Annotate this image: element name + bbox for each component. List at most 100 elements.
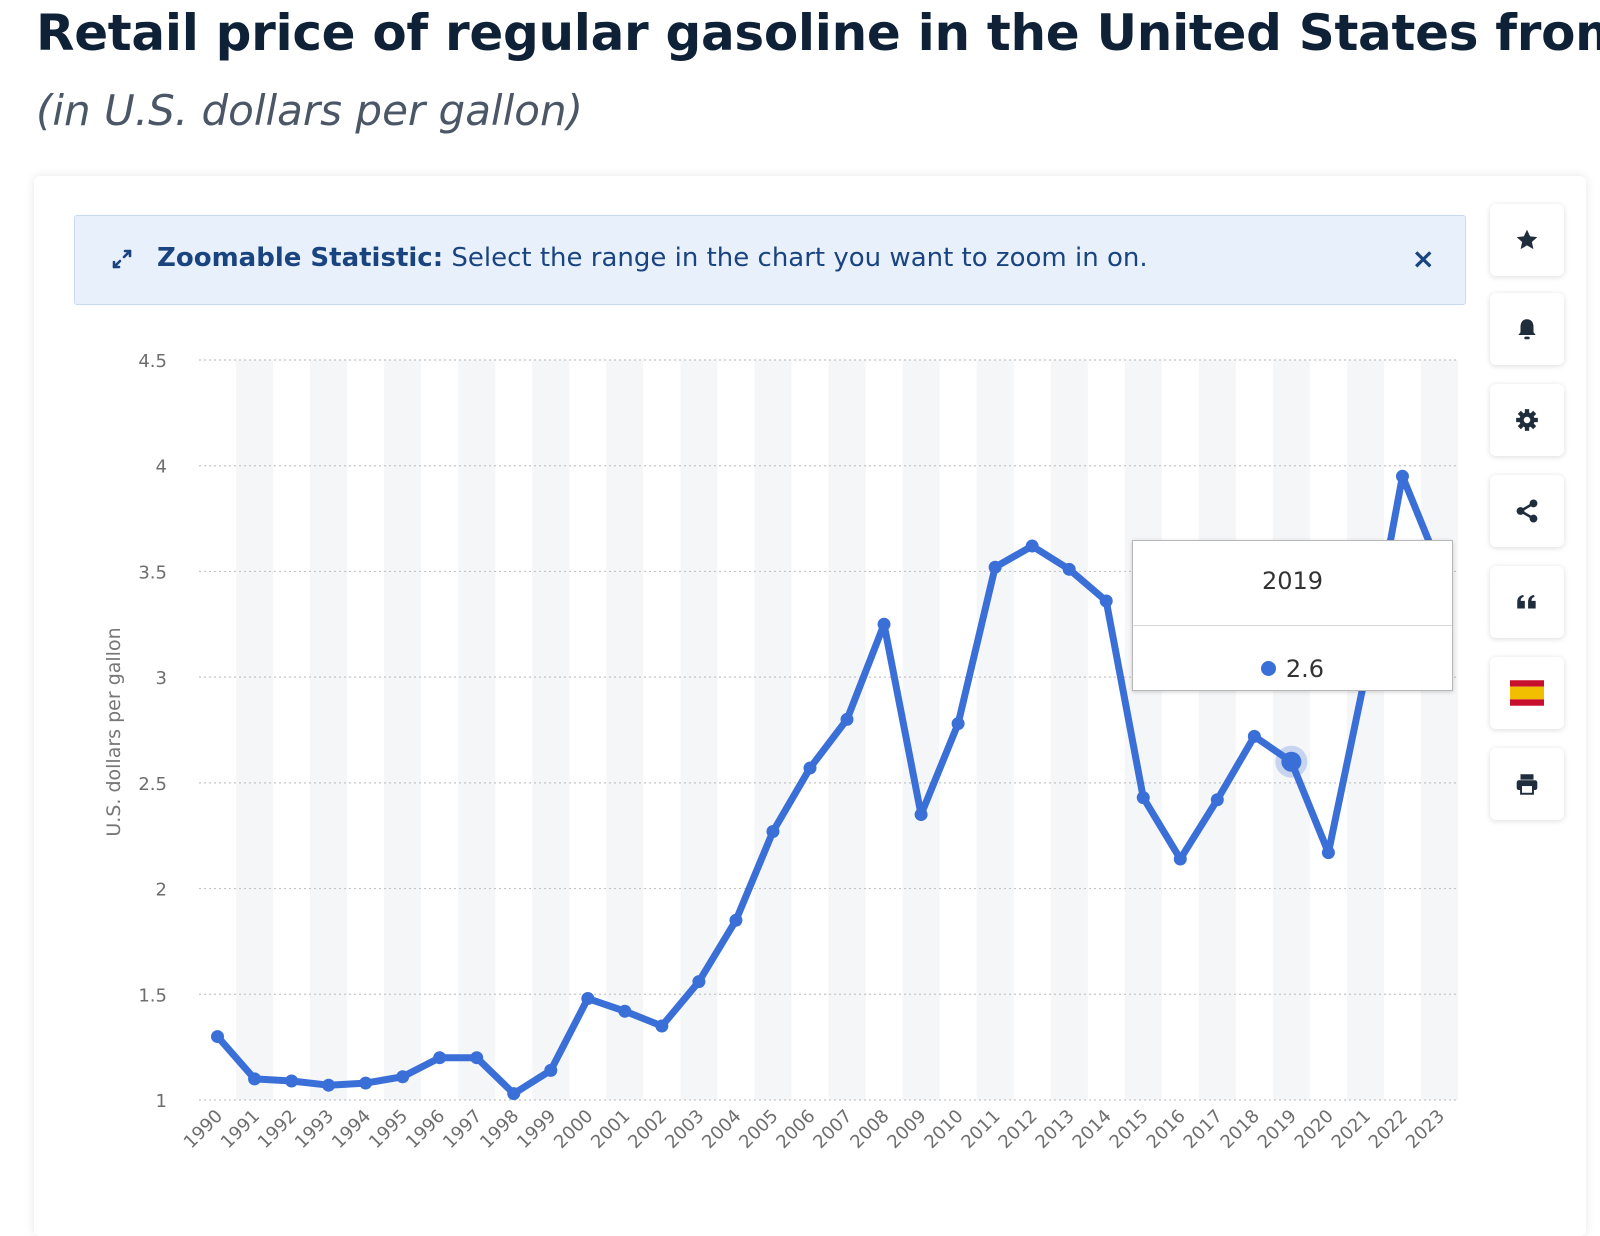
- band-1997: [458, 360, 496, 1100]
- quote-icon: [1517, 594, 1536, 609]
- band-2005: [754, 360, 792, 1100]
- tooltip-year: 2019: [1261, 567, 1324, 595]
- settings-button[interactable]: [1490, 384, 1564, 456]
- data-point-2006[interactable]: [803, 761, 817, 775]
- band-2007: [828, 360, 866, 1100]
- data-point-1995[interactable]: [396, 1070, 410, 1084]
- band-1993: [310, 360, 348, 1100]
- close-icon[interactable]: ×: [1411, 242, 1435, 275]
- data-point-1990[interactable]: [211, 1030, 225, 1044]
- x-tick-label: 2002: [624, 1106, 671, 1153]
- x-tick-label: 2022: [1365, 1106, 1412, 1153]
- printer-icon: [1516, 774, 1538, 795]
- x-tick-label: 2014: [1069, 1106, 1116, 1153]
- x-tick-label: 2005: [735, 1106, 782, 1153]
- data-point-2015[interactable]: [1136, 791, 1150, 805]
- chart-card: [34, 176, 1586, 1236]
- data-point-2008[interactable]: [877, 617, 891, 631]
- expand-icon: [112, 249, 132, 269]
- data-point-1993[interactable]: [322, 1078, 336, 1092]
- data-point-2000[interactable]: [581, 992, 595, 1006]
- data-point-2011[interactable]: [988, 560, 1002, 574]
- x-tick-label: 2021: [1328, 1106, 1375, 1153]
- x-tick-label: 2020: [1291, 1106, 1338, 1153]
- data-point-2012[interactable]: [1025, 539, 1039, 553]
- y-tick-label: 4: [156, 457, 167, 478]
- data-point-2009[interactable]: [914, 808, 928, 822]
- data-point-2016[interactable]: [1173, 852, 1187, 866]
- y-tick-label: 2.5: [138, 774, 167, 795]
- x-tick-label: 2015: [1106, 1106, 1153, 1153]
- data-point-1996[interactable]: [433, 1051, 447, 1065]
- band-2009: [902, 360, 940, 1100]
- data-point-1994[interactable]: [359, 1076, 373, 1090]
- share-button[interactable]: [1490, 475, 1564, 547]
- data-point-2010[interactable]: [951, 717, 965, 731]
- cite-button[interactable]: [1490, 566, 1564, 638]
- y-tick-label: 1.5: [138, 985, 167, 1006]
- data-point-2020[interactable]: [1321, 846, 1335, 860]
- page-subtitle: (in U.S. dollars per gallon): [36, 86, 583, 135]
- x-tick-label: 1991: [217, 1106, 264, 1153]
- y-tick-label: 3: [156, 668, 167, 689]
- y-axis-title: U.S. dollars per gallon: [103, 627, 125, 836]
- y-tick-label: 1: [156, 1091, 167, 1112]
- x-tick-label: 1992: [254, 1106, 301, 1153]
- data-point-1999[interactable]: [544, 1063, 558, 1077]
- print-button[interactable]: [1490, 748, 1564, 820]
- x-tick-label: 2000: [550, 1106, 597, 1153]
- x-tick-label: 2012: [994, 1106, 1041, 1153]
- data-point-2004[interactable]: [729, 913, 743, 927]
- data-point-2022[interactable]: [1395, 469, 1409, 483]
- x-tick-label: 1996: [402, 1106, 449, 1153]
- zoom-banner: Zoomable Statistic: Select the range in …: [74, 215, 1466, 305]
- band-1999: [532, 360, 570, 1100]
- data-point-2001[interactable]: [618, 1004, 632, 1018]
- x-tick-label: 2019: [1254, 1106, 1301, 1153]
- data-point-1992[interactable]: [285, 1074, 299, 1088]
- data-point-2014[interactable]: [1099, 594, 1113, 608]
- x-tick-label: 1994: [328, 1106, 375, 1153]
- band-2003: [680, 360, 718, 1100]
- data-point-1998[interactable]: [507, 1087, 521, 1101]
- zoom-banner-label: Zoomable Statistic:: [157, 243, 444, 273]
- x-tick-label: 1995: [365, 1106, 412, 1153]
- data-point-2005[interactable]: [766, 824, 780, 838]
- data-point-2017[interactable]: [1210, 793, 1224, 807]
- gear-icon: [1516, 409, 1538, 431]
- band-2017: [1198, 360, 1236, 1100]
- data-point-2018[interactable]: [1247, 729, 1261, 743]
- x-tick-label: 2003: [661, 1106, 708, 1153]
- x-tick-label: 1999: [513, 1106, 560, 1153]
- data-point-2002[interactable]: [655, 1019, 669, 1033]
- x-tick-label: 2011: [957, 1106, 1004, 1153]
- page-title: Retail price of regular gasoline in the …: [36, 4, 1600, 62]
- data-point-2003[interactable]: [692, 975, 706, 989]
- band-2013: [1050, 360, 1088, 1100]
- favorite-button[interactable]: [1490, 204, 1564, 276]
- x-tick-label: 1998: [476, 1106, 523, 1153]
- spanish-flag-icon: [1510, 680, 1544, 706]
- band-2023: [1420, 360, 1458, 1100]
- x-tick-label: 2013: [1031, 1106, 1078, 1153]
- data-point-2013[interactable]: [1062, 562, 1076, 576]
- data-point-2007[interactable]: [840, 712, 854, 726]
- x-tick-label: 1990: [180, 1106, 227, 1153]
- data-point-1991[interactable]: [248, 1072, 262, 1086]
- x-tick-label: 1997: [439, 1106, 486, 1153]
- data-point-1997[interactable]: [470, 1051, 484, 1065]
- y-tick-label: 4.5: [138, 351, 167, 372]
- x-tick-label: 2004: [698, 1106, 745, 1153]
- tooltip-value-row: 2.6: [1133, 655, 1452, 683]
- x-tick-label: 2010: [920, 1106, 967, 1153]
- language-button[interactable]: [1490, 657, 1564, 729]
- x-tick-label: 2009: [883, 1106, 930, 1153]
- x-tick-label: 2016: [1143, 1106, 1190, 1153]
- band-2011: [976, 360, 1014, 1100]
- zoom-banner-text: Zoomable Statistic: Select the range in …: [157, 243, 1148, 273]
- data-point-2019[interactable]: [1281, 751, 1302, 772]
- tooltip-series-dot: [1260, 661, 1276, 676]
- notification-button[interactable]: [1490, 293, 1564, 365]
- x-tick-label: 2006: [772, 1106, 819, 1153]
